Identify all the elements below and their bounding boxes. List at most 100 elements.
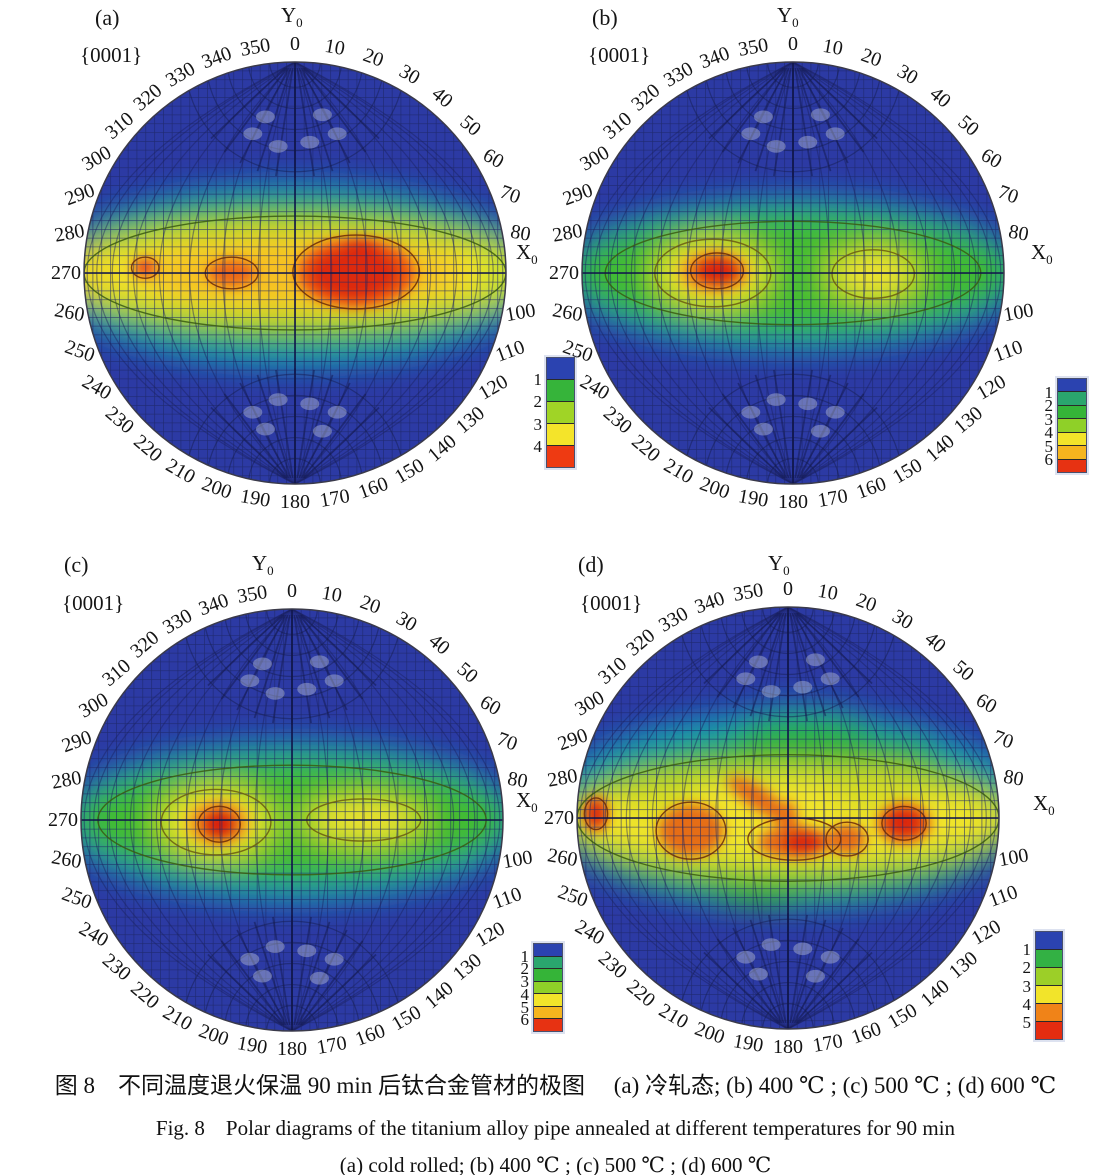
legend-level: 2 — [1022, 958, 1032, 978]
degree-tick-300: 300 — [78, 141, 115, 175]
degree-tick-280: 280 — [53, 220, 86, 247]
degree-tick-20: 20 — [858, 44, 884, 72]
degree-tick-160: 160 — [352, 1020, 388, 1051]
legend-level: 2 — [533, 392, 543, 412]
pole-figure-c: 0 10 20 30 40 50 60 70 80 100 110 120 130 140 150 160 17… — [0, 545, 563, 1090]
degree-tick-330: 330 — [162, 58, 199, 92]
legend-color-segment — [1058, 404, 1086, 419]
degree-tick-210: 210 — [159, 1001, 196, 1035]
degree-tick-0: 0 — [788, 33, 798, 55]
degree-tick-150: 150 — [391, 454, 428, 488]
degree-tick-60: 60 — [476, 691, 504, 720]
legend-level: 3 — [1022, 976, 1032, 996]
degree-tick-340: 340 — [199, 42, 235, 73]
degree-tick-10: 10 — [816, 580, 840, 605]
degree-tick-340: 340 — [697, 42, 733, 73]
legend-level: 3 — [533, 414, 543, 434]
legend-level: 1 — [1022, 940, 1032, 960]
panel-label-d: (d) — [578, 552, 604, 577]
legend-level: 4 — [1044, 423, 1054, 443]
degree-tick-0: 0 — [783, 578, 793, 600]
legend-level: 5 — [520, 997, 530, 1017]
degree-tick-50: 50 — [453, 658, 482, 688]
degree-tick-250: 250 — [555, 881, 591, 912]
legend-color-segment — [1058, 445, 1086, 459]
legend-color-segment — [1036, 949, 1062, 967]
legend-level: 6 — [1044, 450, 1054, 470]
degree-tick-120: 120 — [472, 917, 509, 951]
degree-tick-70: 70 — [995, 181, 1021, 209]
degree-tick-180: 180 — [277, 1038, 307, 1060]
degree-tick-20: 20 — [853, 589, 879, 617]
degree-tick-60: 60 — [977, 144, 1005, 173]
pole-figure-d: 0 10 20 30 40 50 60 70 80 100 110 120 130 140 150 160 17… — [505, 545, 1111, 1090]
legend-color-segment — [1058, 418, 1086, 432]
legend-color-segment — [1058, 458, 1086, 472]
degree-tick-100: 100 — [997, 844, 1030, 871]
legend-level: 2 — [520, 959, 530, 979]
degree-tick-270: 270 — [48, 809, 78, 831]
axis-right-label-a: X0 — [516, 240, 538, 268]
legend-level: 3 — [1044, 409, 1054, 429]
phase-label-d: {0001} — [580, 591, 643, 615]
legend-level: 1 — [1044, 382, 1054, 402]
degree-tick-170: 170 — [816, 485, 849, 512]
degree-tick-330: 330 — [159, 605, 196, 639]
degree-tick-280: 280 — [50, 767, 83, 794]
degree-tick-160: 160 — [848, 1018, 884, 1049]
degree-tick-100: 100 — [501, 846, 534, 873]
degree-tick-340: 340 — [196, 589, 232, 620]
legend-colorbar — [1057, 378, 1087, 473]
degree-tick-330: 330 — [655, 603, 692, 637]
degree-tick-30: 30 — [395, 60, 423, 89]
axis-top-label-d: Y0 — [768, 551, 790, 579]
degree-tick-40: 40 — [427, 83, 456, 113]
panel-label-b: (b) — [592, 5, 618, 30]
degree-tick-80: 80 — [1002, 766, 1026, 791]
caption-line-en: Fig. 8 Polar diagrams of the titanium al… — [155, 1116, 956, 1140]
degree-tick-290: 290 — [62, 179, 98, 210]
legend-color-segment — [1036, 985, 1062, 1003]
degree-tick-40: 40 — [925, 83, 954, 113]
degree-tick-160: 160 — [853, 473, 889, 504]
pole-figure-b: 0 10 20 30 40 50 60 70 80 100 110 120 130 140 150 160 17… — [500, 0, 1111, 545]
axis-right-label-b: X0 — [1031, 240, 1053, 268]
degree-tick-150: 150 — [884, 999, 921, 1033]
degree-tick-150: 150 — [889, 454, 926, 488]
pole-figure-plot-d: 0 10 2030405060708010011012013014015016017… — [544, 578, 1030, 1058]
degree-tick-290: 290 — [59, 726, 95, 757]
degree-tick-190: 190 — [239, 485, 272, 512]
axis-top-label-c: Y0 — [252, 551, 274, 579]
legend-level: 6 — [520, 1010, 530, 1030]
degree-tick-210: 210 — [162, 454, 199, 488]
degree-tick-260: 260 — [551, 299, 584, 326]
phase-label-a: {0001} — [80, 43, 143, 67]
legend-color-segment — [547, 379, 574, 401]
degree-tick-10: 10 — [821, 35, 845, 60]
legend-color-segment — [1058, 431, 1086, 446]
panel-label-a: (a) — [95, 5, 120, 30]
degree-tick-210: 210 — [660, 454, 697, 488]
legend-level: 4 — [520, 984, 530, 1004]
degree-tick-160: 160 — [355, 473, 391, 504]
degree-tick-120: 120 — [968, 915, 1005, 949]
degree-tick-290: 290 — [555, 724, 591, 755]
degree-tick-40: 40 — [920, 628, 949, 658]
degree-tick-10: 10 — [320, 582, 344, 607]
degree-tick-250: 250 — [59, 883, 95, 914]
legend-color-segment — [1036, 967, 1062, 985]
figure-caption: 图 8 不同温度退火保温 90 min 后钛合金管材的极图 (a) 冷轧态; (… — [0, 1066, 1111, 1175]
degree-tick-250: 250 — [560, 336, 596, 367]
legend-color-segment — [534, 1005, 562, 1019]
degree-tick-20: 20 — [357, 591, 383, 619]
pole-figure-a: 0 10 20 30 40 50 60 70 80 100 110 120 130 140 150 160 17… — [0, 0, 575, 545]
degree-tick-350: 350 — [239, 34, 272, 61]
legend-level: 4 — [1022, 994, 1032, 1014]
degree-tick-120: 120 — [973, 370, 1010, 404]
degree-tick-110: 110 — [991, 336, 1026, 367]
degree-tick-100: 100 — [1002, 299, 1035, 326]
degree-tick-200: 200 — [692, 1018, 728, 1049]
legend-color-segment — [534, 944, 562, 956]
legend-color-segment — [534, 980, 562, 994]
